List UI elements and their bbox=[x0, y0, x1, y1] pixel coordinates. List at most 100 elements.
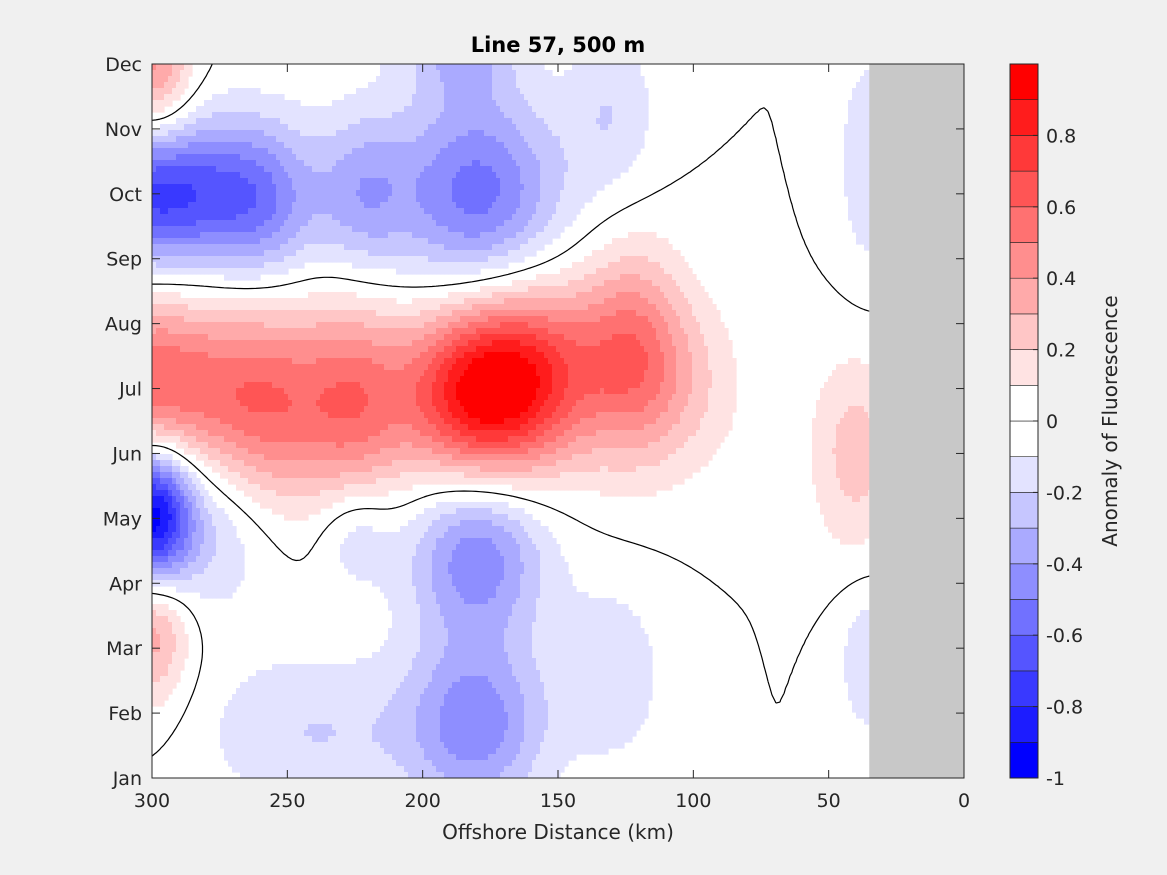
heat-cell bbox=[384, 220, 389, 227]
heat-cell bbox=[464, 130, 469, 137]
heat-cell bbox=[172, 64, 177, 71]
heat-cell bbox=[676, 292, 681, 299]
heat-cell bbox=[332, 292, 337, 299]
heat-cell bbox=[260, 208, 265, 215]
heat-cell bbox=[528, 94, 533, 101]
heat-cell bbox=[408, 190, 413, 197]
heat-cell bbox=[496, 322, 501, 329]
heat-cell bbox=[352, 220, 357, 227]
heat-cell bbox=[220, 178, 225, 185]
heat-cell bbox=[844, 154, 849, 161]
heat-cell bbox=[268, 196, 273, 203]
heat-cell bbox=[316, 112, 321, 119]
heat-cell bbox=[224, 106, 229, 113]
heat-cell bbox=[344, 106, 349, 113]
heat-cell bbox=[628, 112, 633, 119]
heat-cell bbox=[444, 244, 449, 251]
heat-cell bbox=[252, 226, 257, 233]
heat-cell bbox=[316, 256, 321, 263]
heat-cell bbox=[444, 316, 449, 323]
heat-cell bbox=[284, 262, 289, 269]
heat-cell bbox=[276, 94, 281, 101]
heat-cell bbox=[332, 190, 337, 197]
heat-cell bbox=[488, 202, 493, 209]
heat-cell bbox=[600, 148, 605, 155]
heat-cell bbox=[560, 82, 565, 89]
heat-cell bbox=[216, 232, 221, 239]
heat-cell bbox=[412, 130, 417, 137]
heat-cell bbox=[476, 292, 481, 299]
heat-cell bbox=[616, 106, 621, 113]
heat-cell bbox=[384, 112, 389, 119]
heat-cell bbox=[588, 112, 593, 119]
heat-cell bbox=[596, 130, 601, 137]
heat-cell bbox=[240, 232, 245, 239]
heat-cell bbox=[424, 244, 429, 251]
heat-cell bbox=[540, 280, 545, 287]
heat-cell bbox=[244, 304, 249, 311]
heat-cell bbox=[368, 82, 373, 89]
heat-cell bbox=[312, 154, 317, 161]
heat-cell bbox=[580, 196, 585, 203]
heat-cell bbox=[160, 136, 165, 143]
heat-cell bbox=[248, 184, 253, 191]
heat-cell bbox=[196, 262, 201, 269]
heat-cell bbox=[608, 82, 613, 89]
heat-cell bbox=[456, 184, 461, 191]
heat-cell bbox=[356, 220, 361, 227]
heat-cell bbox=[336, 256, 341, 263]
heat-cell bbox=[164, 208, 169, 215]
heat-cell bbox=[616, 304, 621, 311]
heat-cell bbox=[196, 238, 201, 245]
heat-cell bbox=[196, 202, 201, 209]
heat-cell bbox=[464, 94, 469, 101]
heat-cell bbox=[360, 250, 365, 257]
heat-cell bbox=[412, 166, 417, 173]
heat-cell bbox=[340, 322, 345, 329]
heat-cell bbox=[188, 160, 193, 167]
heat-cell bbox=[648, 262, 653, 269]
heat-cell bbox=[448, 130, 453, 137]
heat-cell bbox=[504, 286, 509, 293]
heat-cell bbox=[268, 106, 273, 113]
heat-cell bbox=[252, 148, 257, 155]
heat-cell bbox=[240, 256, 245, 263]
heat-cell bbox=[176, 76, 181, 83]
heat-cell bbox=[316, 292, 321, 299]
heat-cell bbox=[528, 82, 533, 89]
heat-cell bbox=[196, 310, 201, 317]
heat-cell bbox=[400, 220, 405, 227]
heat-cell bbox=[592, 136, 597, 143]
heat-cell bbox=[484, 154, 489, 161]
heat-cell bbox=[572, 316, 577, 323]
heat-cell bbox=[552, 94, 557, 101]
heat-cell bbox=[240, 172, 245, 179]
heat-cell bbox=[496, 262, 501, 269]
heat-cell bbox=[356, 112, 361, 119]
heat-cell bbox=[192, 310, 197, 317]
heat-cell bbox=[168, 166, 173, 173]
heat-cell bbox=[400, 172, 405, 179]
heat-cell bbox=[592, 148, 597, 155]
heat-cell bbox=[492, 94, 497, 101]
heat-cell bbox=[548, 304, 553, 311]
heat-cell bbox=[192, 304, 197, 311]
heat-cell bbox=[536, 136, 541, 143]
heat-cell bbox=[696, 292, 701, 299]
heat-cell bbox=[668, 280, 673, 287]
heat-cell bbox=[168, 298, 173, 305]
heat-cell bbox=[616, 172, 621, 179]
heat-cell bbox=[492, 298, 497, 305]
heat-cell bbox=[500, 214, 505, 221]
heat-cell bbox=[188, 166, 193, 173]
heat-cell bbox=[560, 94, 565, 101]
heat-cell bbox=[636, 292, 641, 299]
heat-cell bbox=[500, 220, 505, 227]
heat-cell bbox=[540, 76, 545, 83]
heat-cell bbox=[540, 226, 545, 233]
heat-cell bbox=[576, 310, 581, 317]
heat-cell bbox=[400, 154, 405, 161]
heat-cell bbox=[156, 106, 161, 113]
heat-cell bbox=[856, 220, 861, 227]
heat-cell bbox=[488, 310, 493, 317]
